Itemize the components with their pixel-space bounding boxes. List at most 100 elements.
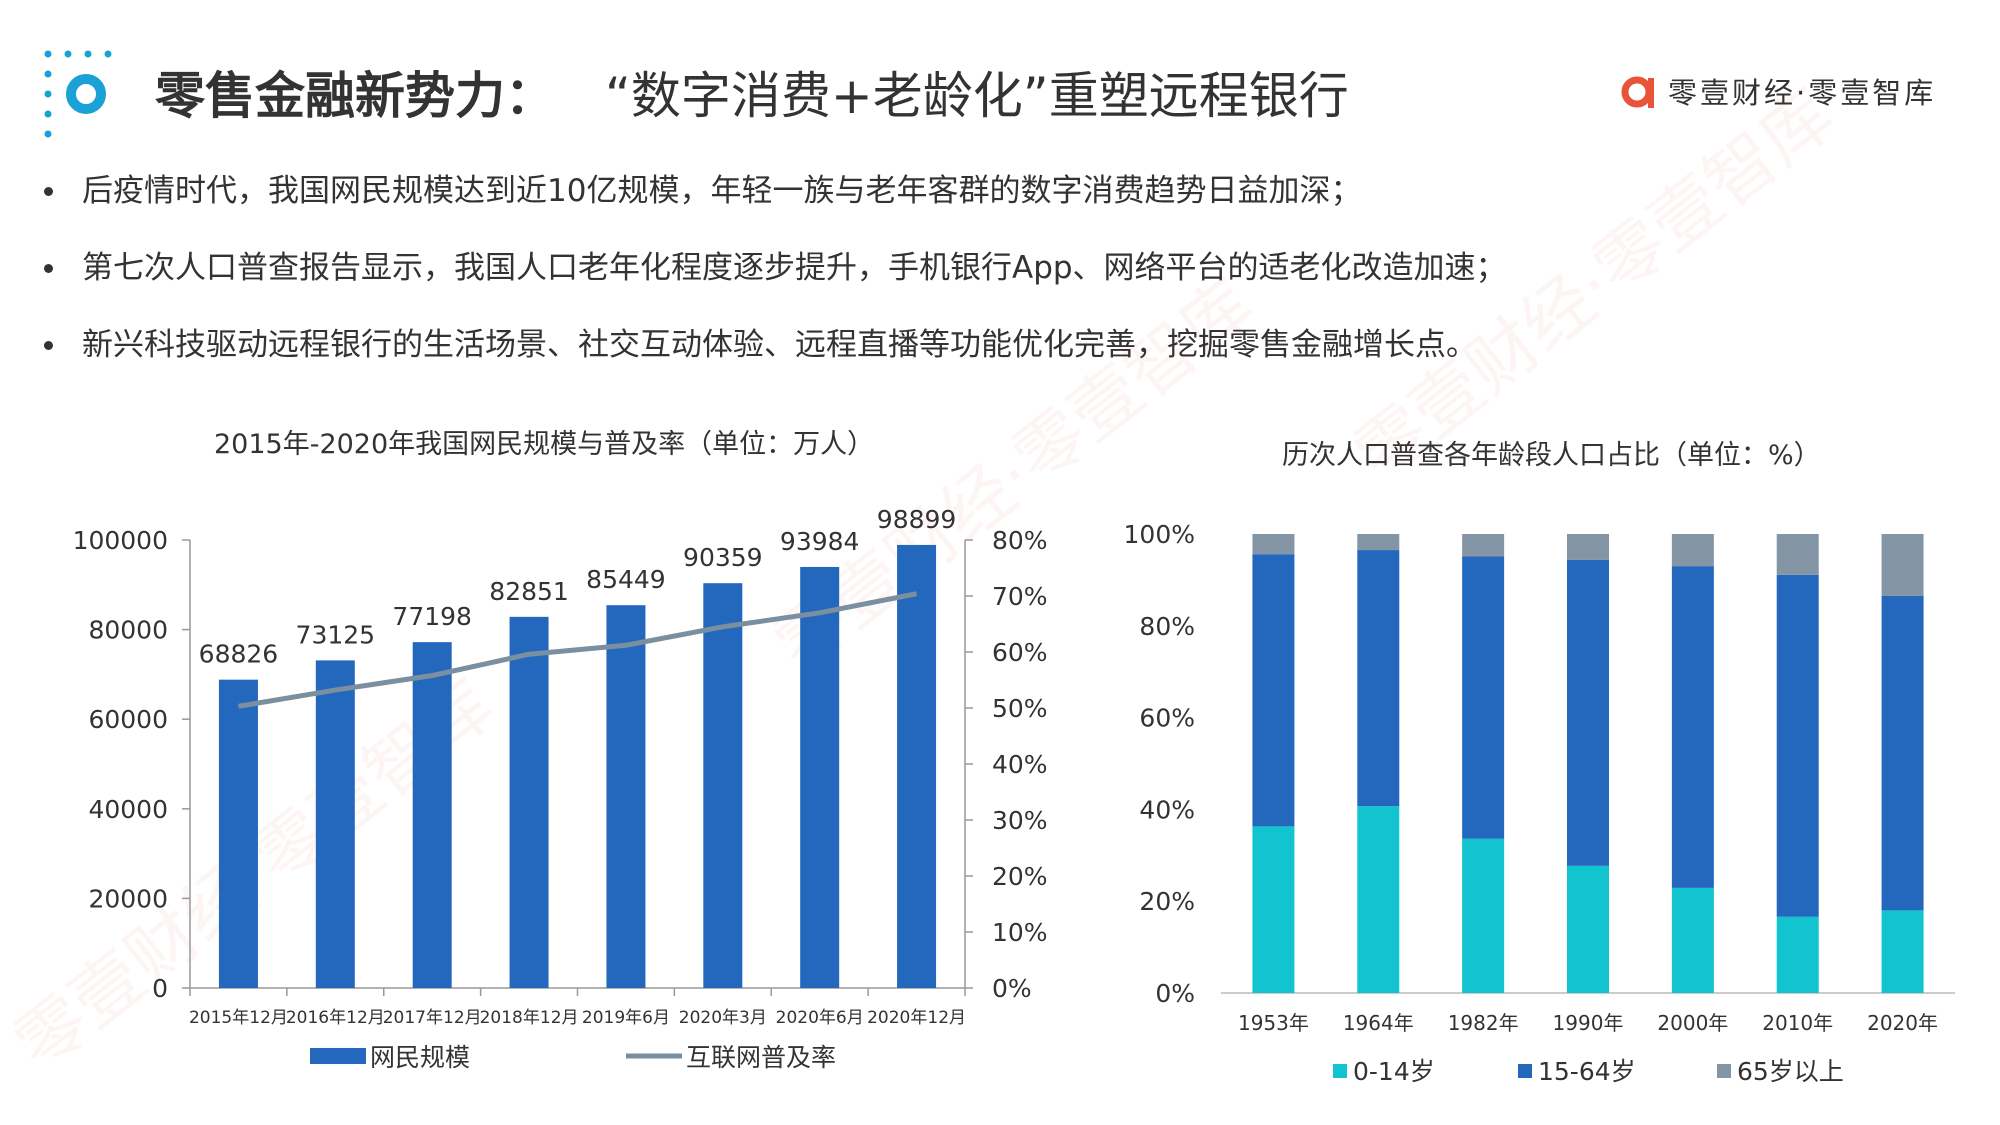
bar-data-label: 85449 [586,565,666,594]
right-tick-label: 20% [992,862,1048,891]
stacked-bar-segment [1462,556,1505,839]
bar-data-label: 93984 [780,527,860,556]
bullet-text: 后疫情时代，我国网民规模达到近10亿规模，年轻一族与老年客群的数字消费趋势日益加… [82,173,1362,209]
chart1-title: 2015年-2020年我国网民规模与普及率（单位：万人） [214,429,875,460]
x-tick-label: 2019年6月 [582,1008,670,1028]
bar-data-label: 82851 [489,577,569,606]
stacked-bar-segment [1462,838,1505,993]
left-tick-label: 100000 [73,526,168,555]
stacked-bar-segment [1671,566,1714,888]
brand: 零壹财经·零壹智库 [1620,70,1936,112]
bullet-text: 第七次人口普查报告显示，我国人口老年化程度逐步提升，手机银行App、网络平台的适… [82,250,1507,286]
stacked-bar-segment [1671,534,1714,567]
bullet-dot [44,264,53,273]
logo-icon [38,46,134,142]
bar [412,642,452,988]
line-series-penetration [238,591,918,709]
right-tick-label: 40% [992,750,1048,779]
right-tick-label: 60% [992,638,1048,667]
page-title: 零售金融新势力： “数字消费+老龄化”重塑远程银行 [155,56,1349,128]
y-tick-label: 0% [1155,979,1195,1008]
stacked-bar-segment [1357,534,1400,551]
bar [703,583,743,988]
stacked-bar-segment [1567,865,1609,993]
bar-data-label: 68826 [199,640,279,669]
x-tick-label: 1964年 [1343,1011,1414,1035]
stacked-bar-segment [1671,887,1714,993]
stacked-bar-segment [1567,534,1609,560]
legend-label: 互联网普及率 [686,1043,836,1072]
legend-label: 网民规模 [370,1043,470,1072]
y-tick-label: 60% [1139,704,1195,733]
legend-label: 65岁以上 [1737,1057,1844,1086]
bar-data-label: 98899 [877,505,957,534]
stacked-bar-segment [1252,554,1295,827]
x-tick-label: 2018年12月 [480,1008,579,1028]
legend-label: 15-64岁 [1538,1057,1636,1086]
x-tick-label: 2015年12月 [189,1008,288,1028]
page-subtitle: “数字消费+老龄化”重塑远程银行 [605,67,1349,125]
stacked-bar-segment [1776,534,1819,575]
left-tick-label: 80000 [88,616,168,645]
stacked-bar-segment [1881,595,1924,911]
right-tick-label: 80% [992,526,1048,555]
bullet-item: 新兴科技驱动远程银行的生活场景、社交互动体验、远程直播等功能优化完善，挖掘零售金… [40,326,1940,364]
left-tick-label: 40000 [88,795,168,824]
stacked-bar-segment [1567,559,1609,866]
left-tick-label: 60000 [88,705,168,734]
x-tick-label: 1982年 [1448,1011,1519,1035]
left-tick-label: 0 [152,974,168,1003]
page-title-main: 零售金融新势力： [155,67,555,125]
y-tick-label: 100% [1124,520,1195,549]
left-tick-label: 20000 [88,884,168,913]
bar [606,605,646,988]
legend-swatch-bar [310,1048,366,1064]
bullet-text: 新兴科技驱动远程银行的生活场景、社交互动体验、远程直播等功能优化完善，挖掘零售金… [82,327,1477,363]
bullet-item: 第七次人口普查报告显示，我国人口老年化程度逐步提升，手机银行App、网络平台的适… [40,249,1940,287]
stacked-bar-segment [1776,916,1819,993]
bar [800,566,840,988]
stacked-bar-segment [1776,574,1819,917]
x-tick-label: 2020年6月 [776,1008,864,1028]
right-tick-label: 50% [992,694,1048,723]
stacked-bar-segment [1252,534,1295,555]
x-tick-label: 2020年 [1867,1011,1938,1035]
y-tick-label: 40% [1139,795,1195,824]
y-tick-label: 20% [1139,887,1195,916]
legend-label: 0-14岁 [1353,1057,1435,1086]
bullet-list: 后疫情时代，我国网民规模达到近10亿规模，年轻一族与老年客群的数字消费趋势日益加… [40,172,1940,403]
legend-swatch [1518,1064,1532,1078]
x-tick-label: 1990年 [1553,1011,1624,1035]
bar-data-label: 90359 [683,543,763,572]
x-tick-label: 2017年12月 [383,1008,482,1028]
stacked-bar-segment [1357,806,1400,993]
x-tick-label: 2000年 [1657,1011,1728,1035]
right-tick-label: 30% [992,806,1048,835]
x-tick-label: 2010年 [1762,1011,1833,1035]
bar [315,660,355,988]
brand-logo-icon [1621,76,1654,108]
stacked-bar-segment [1357,550,1400,807]
bar [897,544,937,988]
stacked-bar-segment [1881,910,1924,993]
x-tick-label: 2016年12月 [286,1008,385,1028]
chart2-title: 历次人口普查各年龄段人口占比（单位：%） [1282,440,1821,471]
bar [218,679,258,988]
legend-swatch [1333,1064,1347,1078]
bar [509,616,549,988]
right-tick-label: 10% [992,918,1048,947]
bullet-dot [44,187,53,196]
x-tick-label: 2020年12月 [867,1008,966,1028]
right-tick-label: 0% [992,974,1032,1003]
stacked-bar-segment [1252,826,1295,993]
bar-data-label: 77198 [392,602,472,631]
stacked-bar-segment [1881,534,1924,596]
bar-data-label: 73125 [296,620,376,649]
bullet-dot [44,341,53,350]
brand-name: 零壹财经·零壹智库 [1668,76,1937,110]
stacked-bar-segment [1462,534,1505,557]
x-tick-label: 1953年 [1238,1011,1309,1035]
right-tick-label: 70% [992,582,1048,611]
